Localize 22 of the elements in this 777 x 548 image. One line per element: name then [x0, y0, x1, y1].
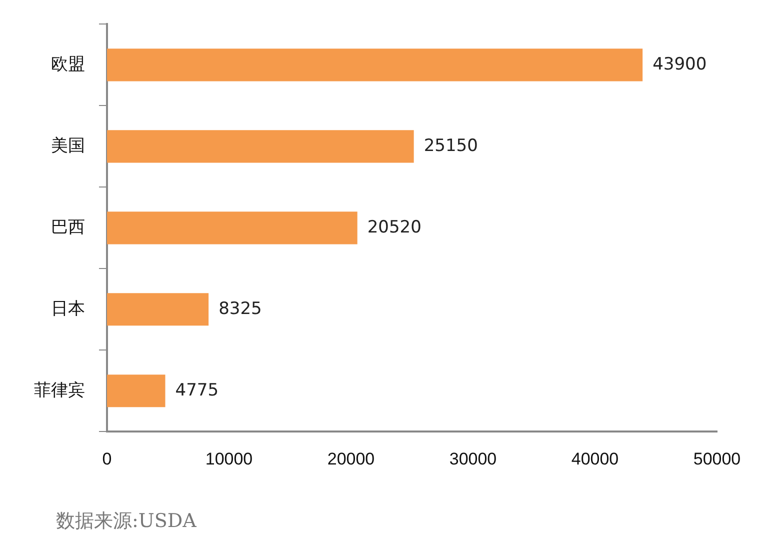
- data-label: 43900: [652, 54, 707, 74]
- x-tick-label: 40000: [571, 449, 619, 468]
- data-label: 25150: [424, 136, 478, 156]
- x-tick-label: 30000: [449, 449, 497, 468]
- bar: [107, 374, 166, 408]
- data-label: 8325: [218, 298, 262, 319]
- data-label: 4775: [175, 380, 219, 400]
- x-tick-label: 50000: [693, 449, 741, 468]
- y-tick-label: 日本: [51, 298, 85, 319]
- bar: [107, 130, 414, 163]
- y-tick-label: 菲律宾: [34, 380, 85, 400]
- bar: [107, 293, 209, 326]
- y-tick-label: 美国: [51, 136, 85, 156]
- data-label: 20520: [367, 217, 422, 238]
- source-note: 数据来源:USDA: [56, 509, 196, 534]
- bar: [107, 212, 358, 244]
- y-tick-label: 巴西: [51, 217, 85, 238]
- x-tick-label: 20000: [327, 449, 375, 468]
- x-tick-label: 10000: [205, 449, 253, 468]
- bar: [107, 48, 643, 82]
- x-tick-label: 0: [102, 449, 112, 468]
- y-tick-label: 欧盟: [51, 54, 85, 74]
